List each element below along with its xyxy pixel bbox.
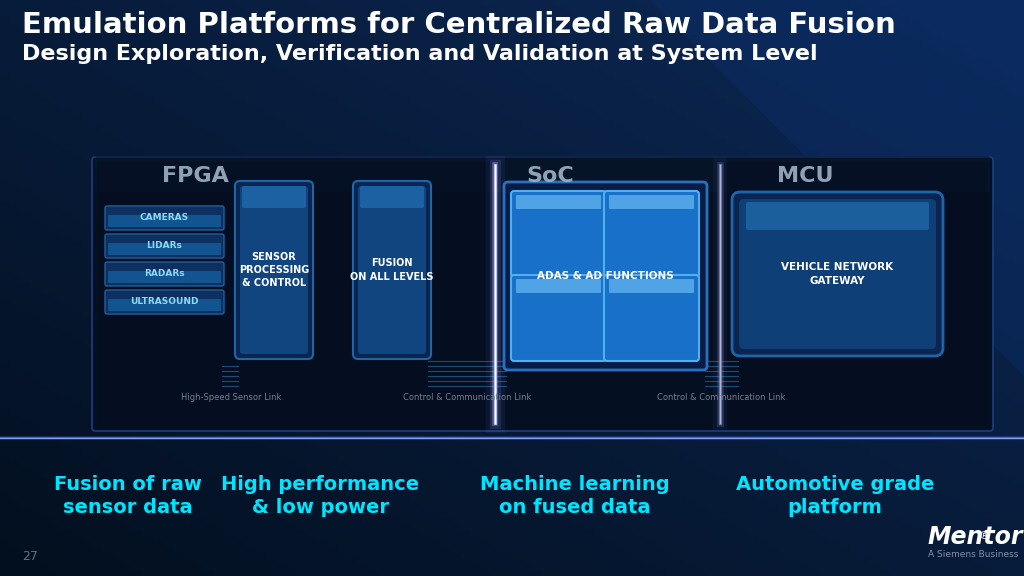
Bar bbox=[497, 162, 718, 426]
FancyBboxPatch shape bbox=[739, 199, 936, 349]
Polygon shape bbox=[500, 0, 1024, 376]
Text: LIDARs: LIDARs bbox=[146, 241, 182, 251]
Text: Emulation Platforms for Centralized Raw Data Fusion: Emulation Platforms for Centralized Raw … bbox=[22, 11, 896, 39]
FancyBboxPatch shape bbox=[92, 157, 993, 431]
FancyBboxPatch shape bbox=[511, 191, 606, 277]
FancyBboxPatch shape bbox=[105, 206, 224, 230]
Text: A Siemens Business: A Siemens Business bbox=[928, 550, 1019, 559]
FancyBboxPatch shape bbox=[108, 299, 221, 311]
FancyBboxPatch shape bbox=[516, 195, 601, 209]
FancyBboxPatch shape bbox=[95, 156, 990, 192]
FancyBboxPatch shape bbox=[504, 182, 707, 370]
FancyBboxPatch shape bbox=[108, 271, 221, 283]
FancyBboxPatch shape bbox=[234, 181, 313, 359]
FancyBboxPatch shape bbox=[108, 243, 221, 255]
FancyBboxPatch shape bbox=[242, 186, 306, 208]
FancyBboxPatch shape bbox=[604, 275, 699, 361]
Text: CAMERAS: CAMERAS bbox=[139, 214, 188, 222]
FancyBboxPatch shape bbox=[240, 186, 308, 354]
Text: RADARs: RADARs bbox=[143, 270, 184, 279]
Bar bbox=[97, 162, 493, 426]
Text: ®: ® bbox=[978, 531, 989, 541]
FancyBboxPatch shape bbox=[516, 279, 601, 293]
FancyBboxPatch shape bbox=[353, 181, 431, 359]
Text: Control & Communication Link: Control & Communication Link bbox=[402, 393, 531, 403]
Text: FUSION
ON ALL LEVELS: FUSION ON ALL LEVELS bbox=[350, 259, 434, 282]
Text: Machine learning
on fused data: Machine learning on fused data bbox=[480, 475, 670, 517]
Text: High performance
& low power: High performance & low power bbox=[221, 475, 419, 517]
FancyBboxPatch shape bbox=[358, 186, 426, 354]
Text: MCU: MCU bbox=[777, 166, 834, 186]
Text: ULTRASOUND: ULTRASOUND bbox=[130, 297, 199, 306]
Text: Design Exploration, Verification and Validation at System Level: Design Exploration, Verification and Val… bbox=[22, 44, 817, 64]
FancyBboxPatch shape bbox=[105, 290, 224, 314]
FancyBboxPatch shape bbox=[360, 186, 424, 208]
Text: SoC: SoC bbox=[526, 166, 573, 186]
Bar bbox=[722, 162, 988, 426]
FancyBboxPatch shape bbox=[105, 234, 224, 258]
Text: VEHICLE NETWORK
GATEWAY: VEHICLE NETWORK GATEWAY bbox=[781, 262, 893, 286]
Text: Fusion of raw
sensor data: Fusion of raw sensor data bbox=[54, 475, 202, 517]
FancyBboxPatch shape bbox=[511, 275, 606, 361]
FancyBboxPatch shape bbox=[732, 192, 943, 356]
FancyBboxPatch shape bbox=[105, 262, 224, 286]
Text: Automotive grade
platform: Automotive grade platform bbox=[736, 475, 934, 517]
FancyBboxPatch shape bbox=[746, 202, 929, 230]
FancyBboxPatch shape bbox=[609, 279, 694, 293]
Text: Mentor: Mentor bbox=[928, 525, 1024, 549]
FancyBboxPatch shape bbox=[609, 195, 694, 209]
Text: 27: 27 bbox=[22, 550, 38, 563]
Text: Control & Communication Link: Control & Communication Link bbox=[656, 393, 785, 403]
Text: High-Speed Sensor Link: High-Speed Sensor Link bbox=[181, 393, 282, 403]
Text: ADAS & AD FUNCTIONS: ADAS & AD FUNCTIONS bbox=[537, 271, 674, 281]
Text: SENSOR
PROCESSING
& CONTROL: SENSOR PROCESSING & CONTROL bbox=[239, 252, 309, 288]
FancyBboxPatch shape bbox=[108, 215, 221, 227]
FancyBboxPatch shape bbox=[604, 191, 699, 277]
Text: FPGA: FPGA bbox=[162, 166, 228, 186]
